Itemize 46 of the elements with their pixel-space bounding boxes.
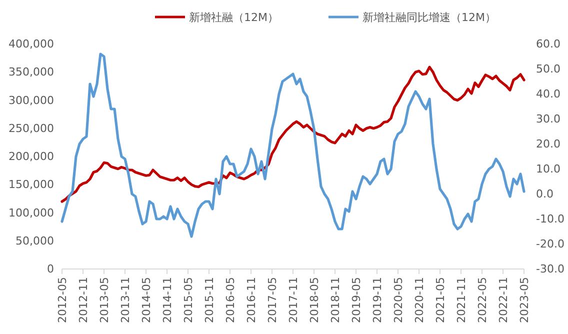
y2-tick-label: -30.0 [536, 262, 564, 276]
x-tick-label: 2016-05 [224, 277, 237, 323]
y-tick-label: 350,000 [8, 66, 54, 79]
y2-tick-label: 40.0 [536, 88, 560, 101]
x-tick-label: 2022-11 [496, 277, 510, 323]
x-tick-label: 2013-05 [98, 277, 111, 323]
x-tick-label: 2023-05 [518, 277, 531, 323]
x-tick-label: 2014-05 [140, 277, 153, 323]
y2-tick-label: 30.0 [536, 112, 560, 126]
line-series [60, 66, 526, 203]
x-tick-label: 2017-05 [266, 277, 279, 323]
x-tick-label: 2014-11 [160, 277, 174, 323]
x-tick-label: 2019-05 [350, 277, 363, 323]
y-tick-label: 250,000 [8, 122, 54, 135]
x-tick-label: 2020-11 [412, 277, 426, 323]
x-tick-label: 2019-11 [370, 277, 384, 323]
x-tick-label: 2013-11 [118, 277, 132, 323]
x-tick-label: 2015-05 [182, 277, 195, 323]
y2-tick-label: 10.0 [536, 162, 560, 176]
x-tick-label: 2021-05 [434, 277, 447, 323]
x-tick-label: 2022-05 [476, 277, 489, 323]
x-tick-label: 2018-05 [308, 277, 321, 323]
y-tick-label: 300,000 [8, 94, 54, 107]
y-tick-label: 50,000 [16, 234, 54, 248]
y2-tick-label: 0.0 [536, 188, 554, 201]
legend-label: 新增社融同比增速（12M） [362, 10, 496, 24]
x-tick-label: 2012-05 [56, 277, 69, 323]
x-tick-label: 2017-11 [286, 277, 300, 323]
y-tick-label: 0 [47, 262, 54, 276]
y-tick-label: 150,000 [8, 178, 54, 192]
legend-label: 新增社融（12M） [189, 10, 278, 24]
y-tick-label: 400,000 [8, 38, 54, 51]
y2-tick-label: 60.0 [536, 38, 560, 51]
x-tick-label: 2016-11 [244, 277, 258, 323]
x-tick-label: 2020-05 [392, 277, 405, 323]
y-tick-label: 200,000 [8, 150, 54, 164]
y2-tick-label: 50.0 [536, 62, 560, 76]
x-tick-label: 2021-11 [454, 277, 468, 323]
y2-tick-label: 20.0 [536, 138, 560, 151]
x-tick-label: 2015-11 [202, 277, 216, 323]
y2-tick-label: -20.0 [536, 238, 564, 251]
line-series [60, 52, 526, 238]
y2-tick-label: -10.0 [536, 212, 564, 226]
y-tick-label: 100,000 [8, 206, 54, 220]
x-tick-label: 2012-11 [76, 277, 90, 323]
x-tick-label: 2018-11 [328, 277, 342, 323]
